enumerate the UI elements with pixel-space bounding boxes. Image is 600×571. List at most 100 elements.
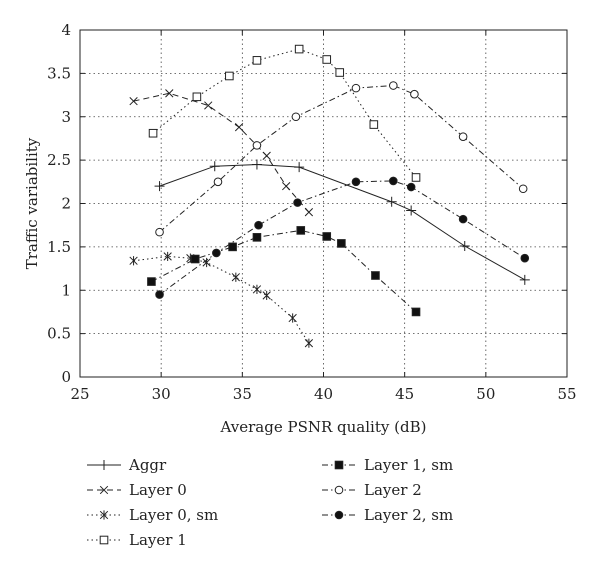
data-point-aggr [406,205,417,216]
data-point-aggr [251,159,262,170]
data-point-layer-2-sm [351,177,361,187]
legend-label: Layer 2, sm [364,506,453,524]
data-point-aggr [294,162,305,173]
y-tick-label: 0.5 [47,325,71,343]
x-tick-label: 25 [70,385,89,403]
data-point-layer-1 [294,44,304,54]
data-point-layer-1 [335,68,345,77]
series-line-layer-0-sm [133,255,310,344]
grid [80,30,567,377]
y-tick-label: 3 [61,108,71,126]
data-point-layer-0-sm [252,284,262,294]
legend-label: Layer 0 [129,481,187,499]
data-point-layer-0 [234,123,244,132]
data-point-layer-0-sm [304,338,314,348]
series-line-layer-2 [159,84,524,233]
data-point-layer-1-sm [228,242,237,252]
series-layer [129,44,530,348]
series-line-layer-0 [133,92,310,213]
legend-marker [99,510,109,520]
series-line-aggr [159,163,526,281]
data-point-layer-0-sm [129,256,138,266]
x-tick-label: 45 [395,385,414,403]
legend-marker [99,535,109,545]
y-tick-label: 2 [61,195,71,213]
data-point-layer-2 [389,81,398,90]
legend-label: Layer 0, sm [129,506,218,524]
y-tick-label: 1.5 [47,238,71,256]
data-point-layer-2-sm [520,253,530,263]
data-point-layer-2-sm [254,220,263,230]
x-tick-label: 35 [233,385,252,403]
data-point-aggr [459,241,470,252]
data-point-layer-0 [304,208,314,217]
y-tick-label: 4 [61,21,71,39]
legend-item-layer-0-sm: Layer 0, sm [87,506,218,524]
legend-item-layer-1-sm: Layer 1, sm [322,456,453,474]
legend-label: Layer 2 [364,481,422,499]
data-point-layer-2 [458,132,468,142]
legend-item-layer-0: Layer 0 [87,481,187,499]
y-tick-label: 3.5 [47,64,71,82]
data-point-aggr [154,181,165,192]
legend-item-layer-2: Layer 2 [322,481,422,499]
data-point-layer-0-sm [288,313,297,323]
data-point-layer-2-sm [212,248,221,258]
data-point-layer-0-sm [163,251,172,262]
series-line-layer-2-sm [159,180,526,296]
data-point-layer-1 [369,120,379,129]
legend-label: Layer 1, sm [364,456,453,474]
legend-item-layer-2-sm: Layer 2, sm [322,506,453,524]
data-point-layer-0-sm [262,290,271,301]
data-point-layer-1 [322,55,332,64]
legend-marker [334,485,344,495]
x-tick-label: 55 [557,385,576,403]
data-point-layer-1-sm [147,277,156,286]
legend-marker [334,460,344,470]
data-point-layer-2 [252,141,262,150]
data-point-layer-0 [262,151,271,160]
x-tick-label: 40 [314,385,333,403]
data-point-layer-2 [518,184,528,194]
series-line-layer-1-sm [151,229,417,313]
data-point-layer-2-sm [155,290,164,299]
y-tick-label: 2.5 [47,151,71,169]
data-point-layer-1-sm [322,232,332,241]
data-point-aggr [386,196,397,207]
legend-marker [334,510,344,520]
data-point-layer-0-sm [231,272,240,282]
legend-marker [99,485,109,495]
x-axis-label: Average PSNR quality (dB) [220,418,427,436]
data-point-layer-1-sm [371,271,380,280]
data-point-layer-2 [351,83,361,93]
data-point-layer-2-sm [458,214,468,224]
data-point-aggr [519,274,530,285]
data-point-layer-0 [204,101,213,110]
axis-ticks: 25 30 35 40 45 50 55 0 0.5 1 1.5 2 2.5 3 3.5 4 [47,21,576,403]
data-point-layer-0 [129,96,138,106]
data-point-layer-1-sm [411,307,421,317]
data-point-layer-0 [282,181,291,191]
x-tick-label: 30 [152,385,171,403]
data-point-layer-2 [155,227,164,237]
legend: Aggr Layer 0 Layer 0, sm Layer 1 Layer 1, sm… [87,456,453,549]
legend-item-aggr: Aggr [87,456,167,474]
legend-label: Layer 1 [129,531,187,549]
y-tick-label: 0 [61,368,71,386]
data-point-layer-0-sm [202,257,211,268]
data-point-aggr [209,161,220,172]
y-tick-label: 1 [61,281,71,299]
series-line-layer-1 [152,48,417,178]
data-point-layer-2-sm [293,198,302,207]
data-point-layer-2 [291,112,301,122]
data-point-layer-1-sm [337,239,346,248]
data-point-layer-1 [192,92,202,102]
data-point-layer-1-sm [296,226,306,235]
data-point-layer-1-sm [252,233,262,242]
x-tick-label: 50 [476,385,495,403]
data-point-layer-2-sm [389,176,398,186]
data-point-layer-2 [213,177,223,187]
data-point-layer-2 [410,89,419,99]
data-point-layer-1 [225,71,234,81]
